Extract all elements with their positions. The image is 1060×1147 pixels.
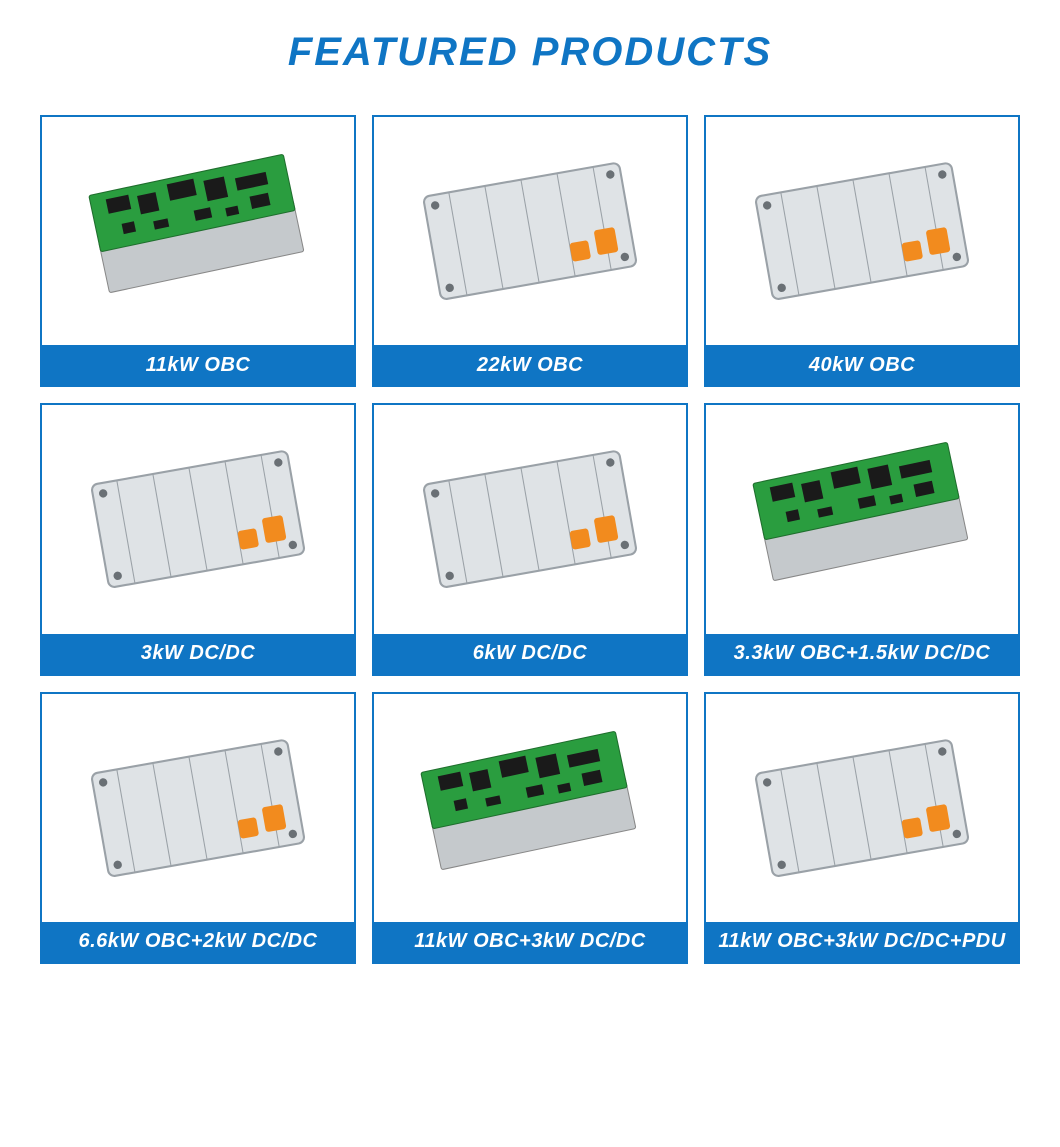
product-card[interactable]: 11kW OBC+3kW DC/DC: [372, 692, 688, 964]
product-illustration: [62, 425, 334, 613]
product-illustration: [726, 425, 998, 613]
product-card[interactable]: 11kW OBC+3kW DC/DC+PDU: [704, 692, 1020, 964]
product-label: 6kW DC/DC: [374, 634, 686, 674]
product-image: [374, 694, 686, 922]
product-card[interactable]: 11kW OBC: [40, 115, 356, 387]
product-label: 22kW OBC: [374, 345, 686, 385]
page-title: FEATURED PRODUCTS: [40, 30, 1020, 75]
product-card[interactable]: 3kW DC/DC: [40, 403, 356, 675]
product-illustration: [62, 137, 334, 325]
product-image: [374, 405, 686, 633]
product-illustration: [394, 137, 666, 325]
product-image: [42, 405, 354, 633]
product-label: 3.3kW OBC+1.5kW DC/DC: [706, 634, 1018, 674]
product-image: [706, 117, 1018, 345]
product-image: [706, 405, 1018, 633]
product-card[interactable]: 6kW DC/DC: [372, 403, 688, 675]
product-card[interactable]: 22kW OBC: [372, 115, 688, 387]
product-illustration: [394, 425, 666, 613]
product-illustration: [394, 714, 666, 902]
product-label: 40kW OBC: [706, 345, 1018, 385]
product-card[interactable]: 40kW OBC: [704, 115, 1020, 387]
product-card[interactable]: 3.3kW OBC+1.5kW DC/DC: [704, 403, 1020, 675]
product-label: 11kW OBC+3kW DC/DC+PDU: [706, 922, 1018, 962]
product-card[interactable]: 6.6kW OBC+2kW DC/DC: [40, 692, 356, 964]
product-image: [42, 694, 354, 922]
product-illustration: [726, 714, 998, 902]
product-label: 3kW DC/DC: [42, 634, 354, 674]
product-label: 11kW OBC: [42, 345, 354, 385]
product-image: [706, 694, 1018, 922]
product-image: [42, 117, 354, 345]
product-grid: 11kW OBC 22kW OBC 40kW OBC 3kW DC/DC 6kW…: [40, 115, 1020, 964]
product-illustration: [726, 137, 998, 325]
product-illustration: [62, 714, 334, 902]
product-label: 11kW OBC+3kW DC/DC: [374, 922, 686, 962]
product-image: [374, 117, 686, 345]
product-label: 6.6kW OBC+2kW DC/DC: [42, 922, 354, 962]
